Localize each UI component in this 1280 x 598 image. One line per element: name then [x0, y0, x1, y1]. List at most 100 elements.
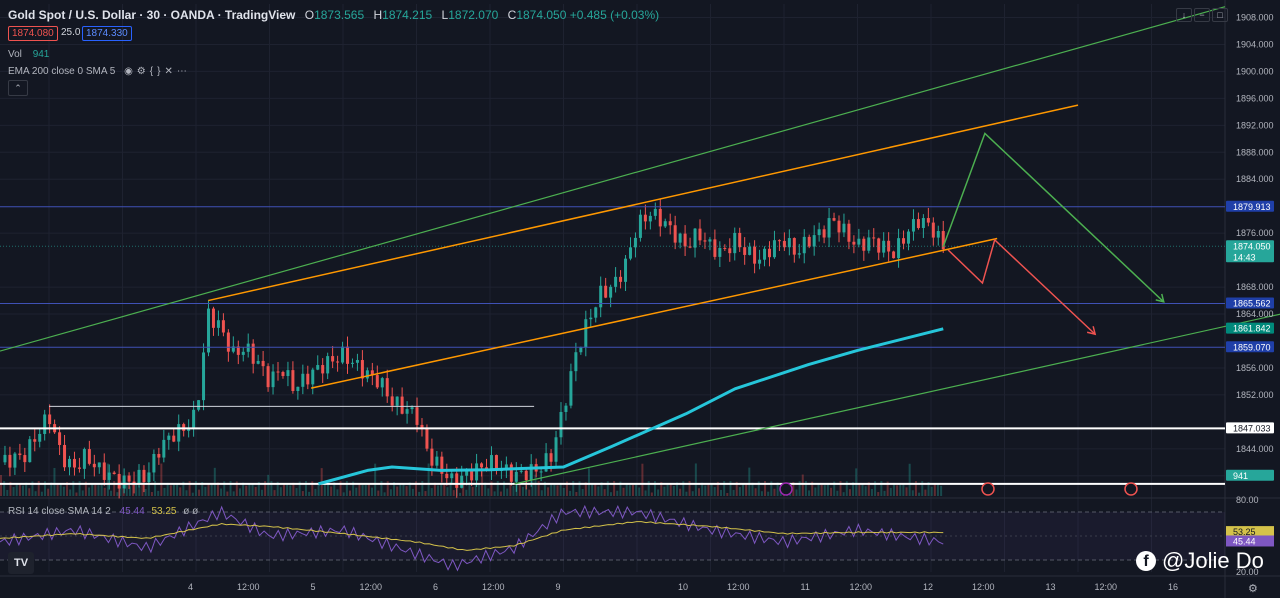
volume-bar — [47, 488, 50, 496]
ask-button[interactable]: 1874.330 — [82, 26, 132, 41]
candle-body — [708, 239, 712, 242]
volume-bar — [584, 482, 587, 496]
rsi-label[interactable]: RSI 14 close SMA 14 2 — [8, 506, 111, 517]
candle-body — [807, 236, 811, 247]
volume-bar — [770, 481, 773, 496]
candle-body — [753, 246, 757, 264]
candle-body — [455, 473, 459, 488]
candle-body — [658, 208, 662, 227]
gear-icon[interactable]: ⚙ — [136, 66, 150, 77]
volume-bar — [496, 481, 499, 496]
candle-body — [579, 347, 583, 353]
volume-bar — [452, 490, 455, 496]
candle-body — [142, 469, 146, 482]
tradingview-logo[interactable]: TV — [8, 552, 34, 574]
candle-body — [82, 449, 86, 469]
symbol-title[interactable]: Gold Spot / U.S. Dollar · 30 · OANDA · T… — [8, 8, 296, 22]
volume-bar — [430, 488, 433, 496]
indicator-actions[interactable]: ◉⚙{}✕⋯ — [124, 66, 191, 77]
candle-body — [346, 346, 350, 364]
candle-body — [63, 444, 67, 468]
candle-body — [723, 247, 727, 249]
arrow-down-icon[interactable]: ↓ — [1176, 8, 1192, 22]
candle-body — [28, 439, 32, 463]
candle-body — [296, 386, 300, 391]
volume-bar — [817, 483, 820, 496]
collapse-legend-button[interactable]: ⌃ — [8, 80, 28, 96]
volume-bar — [393, 482, 396, 496]
candle-body — [231, 346, 235, 352]
candle-body — [782, 240, 786, 248]
volume-bar — [235, 481, 238, 496]
volume-bar — [207, 483, 210, 496]
green-channel-upper — [0, 6, 1226, 352]
candle-body — [564, 405, 568, 412]
volume-bar — [650, 492, 653, 496]
candle-body — [921, 218, 925, 228]
volume-bar — [176, 483, 179, 496]
volume-bar — [433, 482, 436, 496]
volume-bar — [361, 485, 364, 496]
candle-body — [683, 233, 687, 247]
volume-bar — [339, 481, 342, 496]
candle-body — [420, 424, 424, 428]
volume-bar — [798, 481, 801, 496]
candle-body — [281, 372, 285, 377]
candle-body — [648, 215, 652, 222]
eye-icon[interactable]: ◉ — [124, 66, 137, 77]
volume-bar — [330, 486, 333, 496]
volume-bar — [374, 463, 377, 496]
volume-bar — [905, 487, 908, 496]
candle-body — [812, 235, 816, 247]
volume-bar — [446, 487, 449, 496]
close-icon[interactable]: ✕ — [164, 66, 177, 77]
volume-bar — [889, 487, 892, 496]
volume-bar — [437, 485, 440, 496]
volume-bar — [242, 482, 245, 496]
price-tick-label: 1908.000 — [1236, 12, 1274, 22]
volume-bar — [578, 481, 581, 496]
braces-icon[interactable]: {} — [149, 66, 165, 77]
candle-body — [852, 241, 856, 245]
candle-body — [797, 253, 801, 255]
volume-bar — [110, 490, 113, 496]
volume-bar — [745, 484, 748, 496]
us-event-icon — [981, 482, 995, 496]
volume-bar — [383, 492, 386, 496]
volume-bar — [462, 481, 465, 496]
maximize-icon[interactable]: □ — [1212, 8, 1228, 22]
volume-bar — [713, 487, 716, 496]
volume-bar — [490, 481, 493, 496]
more-icon[interactable]: ⋯ — [176, 66, 191, 77]
volume-bar — [503, 481, 506, 496]
volume-bar — [537, 481, 540, 496]
watermark-text: @Jolie Do — [1162, 548, 1264, 573]
bid-button[interactable]: 1874.080 — [8, 26, 58, 41]
candle-body — [380, 378, 384, 388]
volume-bar — [260, 489, 263, 496]
candle-body — [3, 454, 7, 463]
volume-bar — [635, 483, 638, 496]
rsi-value-label: 53.25 — [1233, 527, 1256, 537]
minimize-icon[interactable]: − — [1194, 8, 1210, 22]
candle-body — [832, 218, 836, 221]
price-tick-label: 1844.000 — [1236, 444, 1274, 454]
volume-bar — [138, 486, 141, 496]
volume-bar — [767, 491, 770, 496]
candle-body — [897, 238, 901, 259]
candle-body — [633, 237, 637, 248]
candle-body — [331, 356, 335, 362]
volume-bar — [355, 487, 358, 496]
volume-bar — [150, 492, 153, 496]
volume-bar — [443, 483, 446, 496]
rsi-tick-label: 20.00 — [1236, 567, 1259, 577]
time-tick-label: 10 — [678, 582, 688, 592]
volume-bar — [0, 475, 2, 496]
volume-bar — [9, 481, 12, 496]
volume-bar — [528, 489, 531, 496]
volume-bar — [880, 481, 883, 496]
volume-bar — [597, 486, 600, 496]
ema-label[interactable]: EMA 200 close 0 SMA 5 — [8, 66, 116, 77]
volume-bar — [704, 485, 707, 496]
